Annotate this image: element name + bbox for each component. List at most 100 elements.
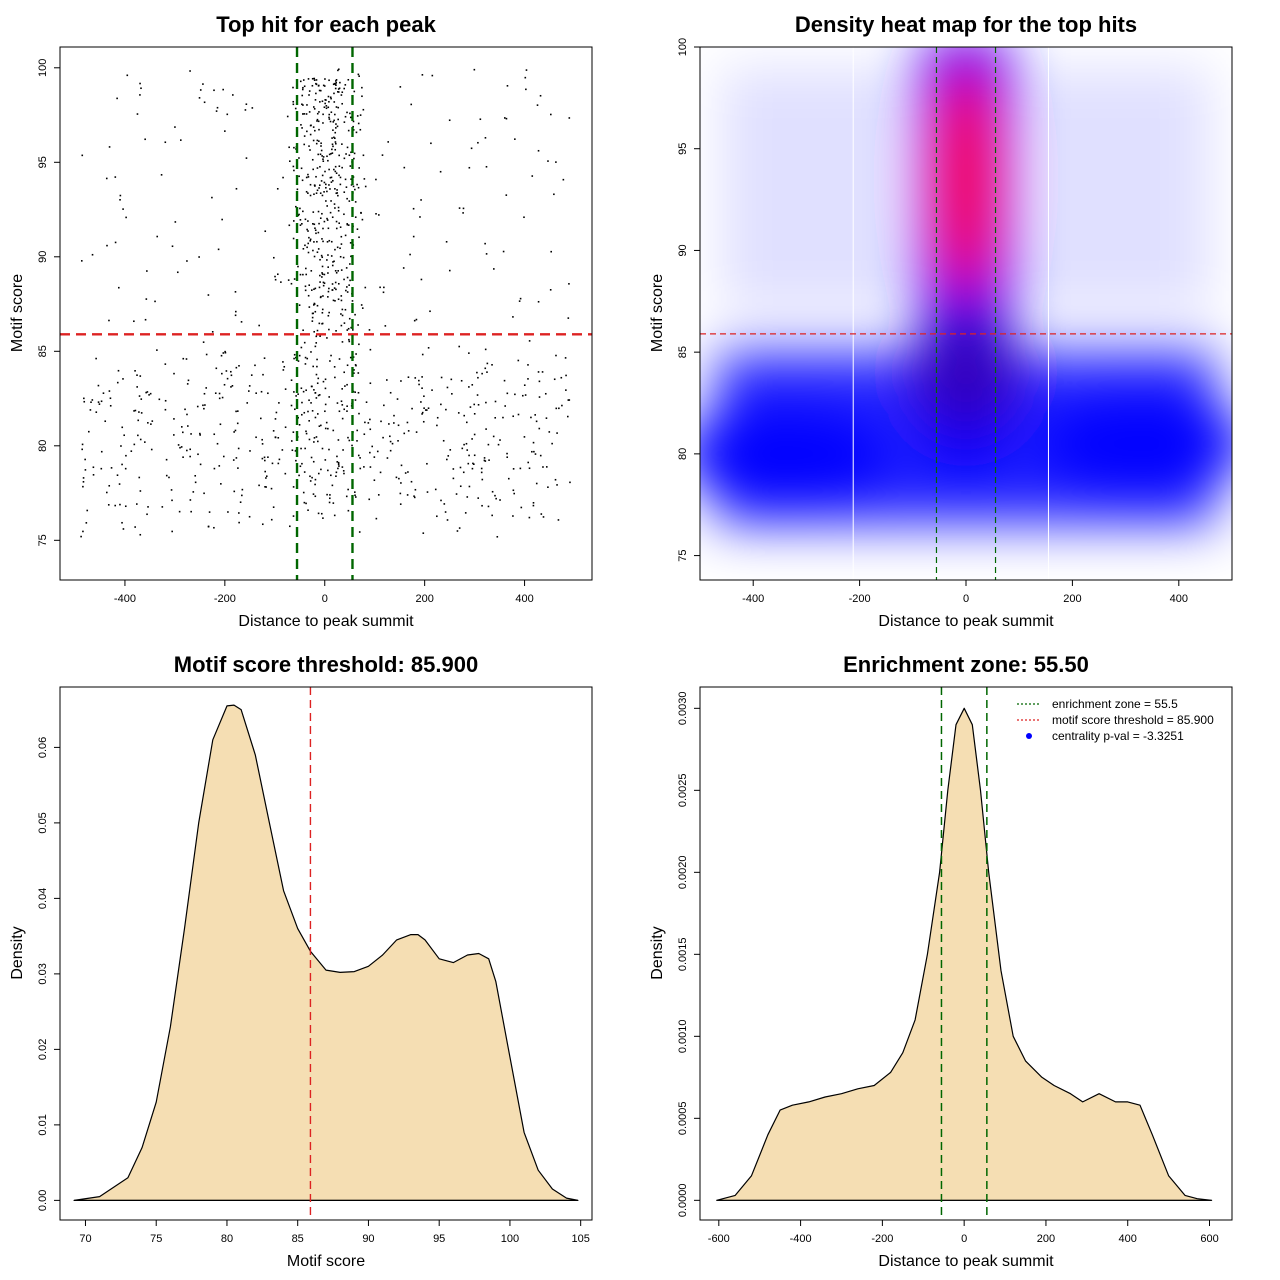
scatter-point bbox=[512, 515, 514, 517]
scatter-point bbox=[150, 423, 152, 425]
scatter-point bbox=[241, 488, 244, 491]
scatter-point bbox=[305, 176, 308, 179]
scatter-point bbox=[330, 176, 333, 179]
scatter-point bbox=[322, 284, 325, 287]
scatter-point bbox=[311, 158, 314, 161]
scatter-point bbox=[147, 422, 149, 424]
scatter-point bbox=[282, 369, 285, 371]
scatter-point bbox=[506, 392, 509, 395]
scatter-point bbox=[322, 113, 324, 116]
scatter-point bbox=[230, 386, 232, 388]
scatter-point bbox=[352, 129, 355, 131]
scatter-point bbox=[485, 165, 488, 168]
scatter-point bbox=[357, 324, 359, 326]
scatter-point bbox=[464, 512, 467, 514]
scatter-point bbox=[532, 441, 535, 444]
scatter-point bbox=[535, 420, 538, 423]
scatter-point bbox=[388, 423, 390, 425]
scatter-point bbox=[305, 190, 308, 193]
scatter-point bbox=[216, 442, 219, 445]
scatter-point bbox=[379, 286, 381, 289]
scatter-point bbox=[315, 232, 317, 235]
scatter-point bbox=[328, 239, 331, 242]
x-axis-label: Motif score bbox=[287, 1253, 365, 1270]
scatter-point bbox=[290, 379, 293, 382]
scatter-point bbox=[331, 264, 334, 267]
scatter-point bbox=[506, 452, 508, 455]
x-tick-label: -200 bbox=[871, 1233, 893, 1245]
scatter-point bbox=[318, 111, 320, 113]
scatter-point bbox=[298, 354, 301, 357]
scatter-point bbox=[240, 321, 243, 323]
scatter-point bbox=[343, 371, 346, 374]
scatter-point bbox=[363, 178, 366, 180]
scatter-point bbox=[309, 133, 312, 136]
scatter-point bbox=[133, 320, 135, 323]
scatter-point bbox=[326, 217, 328, 220]
scatter-point bbox=[233, 490, 236, 493]
scatter-point bbox=[313, 441, 315, 443]
scatter-point bbox=[304, 289, 307, 292]
scatter-point bbox=[196, 405, 199, 408]
scatter-point bbox=[293, 278, 296, 280]
scatter-point bbox=[517, 359, 520, 362]
scatter-point bbox=[566, 415, 569, 418]
scatter-point bbox=[487, 505, 490, 508]
scatter-point bbox=[495, 497, 497, 500]
scatter-point bbox=[343, 322, 346, 324]
scatter-point bbox=[331, 283, 334, 285]
scatter-point bbox=[202, 83, 204, 85]
scatter-point bbox=[319, 101, 321, 103]
scatter-point bbox=[421, 74, 424, 76]
scatter-point bbox=[283, 365, 286, 368]
scatter-point bbox=[274, 436, 277, 438]
scatter-point bbox=[291, 449, 294, 452]
scatter-point bbox=[471, 384, 474, 386]
scatter-point bbox=[305, 432, 308, 435]
scatter-point bbox=[324, 387, 327, 390]
scatter-point bbox=[550, 113, 552, 116]
scatter-point bbox=[452, 468, 455, 470]
scatter-point bbox=[315, 142, 318, 145]
scatter-point bbox=[330, 111, 333, 114]
scatter-point bbox=[144, 441, 146, 443]
scatter-point bbox=[316, 329, 319, 332]
scatter-point bbox=[348, 338, 350, 341]
x-tick-label: 200 bbox=[1037, 1233, 1055, 1245]
scatter-point bbox=[110, 467, 113, 469]
scatter-point bbox=[292, 431, 295, 433]
scatter-point bbox=[568, 399, 571, 401]
scatter-point bbox=[83, 397, 85, 400]
scatter-point bbox=[88, 430, 90, 433]
scatter-point bbox=[442, 439, 445, 442]
scatter-point bbox=[324, 410, 326, 413]
scatter-point bbox=[327, 266, 329, 268]
scatter-point bbox=[92, 474, 95, 476]
scatter-point bbox=[208, 511, 211, 513]
scatter-point bbox=[82, 485, 84, 488]
scatter-point bbox=[343, 408, 346, 411]
scatter-point bbox=[533, 450, 535, 453]
scatter-point bbox=[85, 522, 88, 524]
scatter-point bbox=[324, 99, 327, 101]
scatter-point bbox=[340, 324, 343, 327]
scatter-point bbox=[140, 398, 143, 400]
scatter-point bbox=[165, 474, 168, 477]
scatter-point bbox=[341, 417, 344, 420]
scatter-point bbox=[564, 357, 567, 359]
scatter-point bbox=[302, 390, 305, 393]
scatter-point bbox=[334, 87, 337, 90]
scatter-point bbox=[303, 143, 306, 146]
scatter-point bbox=[538, 427, 541, 430]
scatter-point bbox=[505, 117, 508, 120]
scatter-point bbox=[199, 432, 201, 435]
scatter-point bbox=[270, 518, 273, 521]
scatter-point bbox=[391, 442, 394, 445]
scatter-point bbox=[105, 491, 108, 494]
scatter-point bbox=[356, 228, 359, 230]
scatter-point bbox=[174, 221, 177, 223]
scatter-point bbox=[318, 187, 320, 189]
scatter-point bbox=[378, 214, 380, 216]
legend-label: centrality p-val = -3.3251 bbox=[1052, 729, 1184, 743]
scatter-point bbox=[321, 308, 324, 311]
